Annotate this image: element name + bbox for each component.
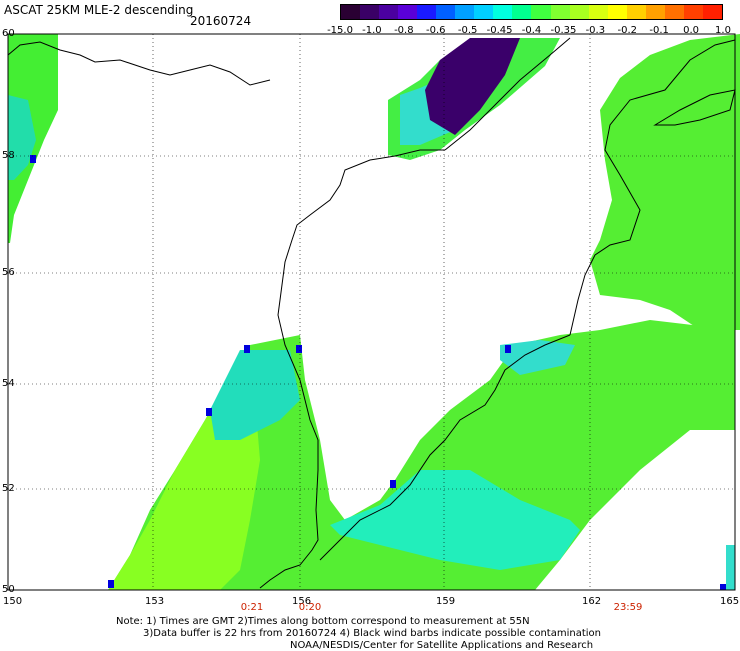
swath-blue-1 bbox=[244, 345, 250, 353]
colorbar-tick-label: -0.2 bbox=[617, 25, 637, 36]
colorbar-tick-label: -0.5 bbox=[458, 25, 478, 36]
colorbar-tick-label: -0.4 bbox=[522, 25, 542, 36]
y-tick-54: 54 bbox=[2, 378, 15, 389]
wind-swaths bbox=[8, 34, 740, 590]
y-tick-60: 60 bbox=[2, 28, 15, 39]
swath-blue-5 bbox=[505, 345, 511, 353]
x-tick-165: 165 bbox=[720, 596, 739, 607]
swath-blue-6 bbox=[108, 580, 114, 588]
swath-blue-3 bbox=[206, 408, 212, 416]
swath-right-top bbox=[590, 34, 740, 330]
colorbar-tick-label: -1.0 bbox=[362, 25, 382, 36]
note-line-2: 3)Data buffer is 22 hrs from 20160724 4)… bbox=[143, 628, 601, 639]
time-label-3: 23:59 bbox=[614, 602, 643, 613]
colorbar-tick-label: -0.3 bbox=[586, 25, 606, 36]
time-label-1: 0:21 bbox=[241, 602, 263, 613]
swath-right-edge-cyan bbox=[726, 545, 735, 590]
colorbar-tick-label: -0.35 bbox=[550, 25, 576, 36]
colorbar-tick-label: -0.1 bbox=[649, 25, 669, 36]
y-tick-58: 58 bbox=[2, 150, 15, 161]
colorbar-tick-label: -15.0 bbox=[327, 25, 353, 36]
colorbar-tick-label: -0.8 bbox=[394, 25, 414, 36]
swath-blue-4 bbox=[390, 480, 396, 488]
y-tick-50: 50 bbox=[2, 584, 15, 595]
note-line-1: Note: 1) Times are GMT 2)Times along bot… bbox=[116, 616, 530, 627]
x-tick-150: 150 bbox=[3, 596, 22, 607]
colorbar-tick-label: 0.0 bbox=[683, 25, 699, 36]
swath-blue-7 bbox=[720, 584, 726, 590]
x-tick-162: 162 bbox=[582, 596, 601, 607]
time-label-2: 0:20 bbox=[299, 602, 321, 613]
note-line-3: NOAA/NESDIS/Center for Satellite Applica… bbox=[290, 640, 593, 651]
colorbar-tick-label: 1.0 bbox=[715, 25, 731, 36]
x-tick-153: 153 bbox=[145, 596, 164, 607]
x-tick-159: 159 bbox=[436, 596, 455, 607]
y-tick-56: 56 bbox=[2, 267, 15, 278]
swath-blue-2 bbox=[296, 345, 302, 353]
colorbar-tick-label: -0.6 bbox=[426, 25, 446, 36]
colorbar-tick-label: -0.45 bbox=[487, 25, 513, 36]
y-tick-52: 52 bbox=[2, 483, 15, 494]
